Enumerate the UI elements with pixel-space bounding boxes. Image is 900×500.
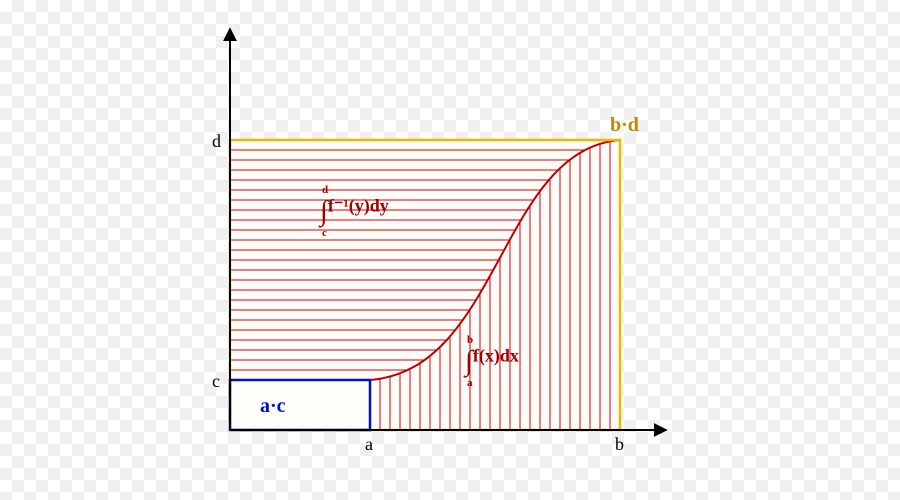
axis-label-d: d [212,131,221,152]
integral-upper-bound: d [322,184,328,196]
axis-label-a: a [365,434,373,455]
formula-f-integral: b ∫ a f(x)dx [465,345,519,378]
integral-upper-bound: b [467,334,473,346]
corner-label-bd: b·d [610,114,639,137]
formula-f-inverse-integral: d ∫ c f⁻¹(y)dy [320,195,389,228]
integral-body: f⁻¹(y)dy [328,195,389,215]
axis-label-c: c [212,371,220,392]
integral-lower-bound: c [322,227,327,239]
diagram-svg [0,0,900,500]
integral-body: f(x)dx [473,345,519,365]
integral-lower-bound: a [467,377,473,389]
axis-label-b: b [615,434,624,455]
corner-label-ac: a·c [260,395,286,418]
